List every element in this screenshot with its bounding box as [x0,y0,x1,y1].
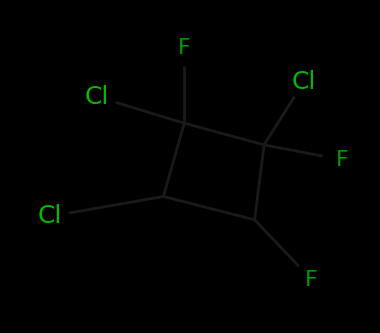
Text: Cl: Cl [37,204,62,228]
Text: F: F [305,270,318,290]
Text: Cl: Cl [85,85,109,109]
Text: F: F [336,150,348,170]
Text: F: F [178,38,191,58]
Text: Cl: Cl [292,70,316,94]
